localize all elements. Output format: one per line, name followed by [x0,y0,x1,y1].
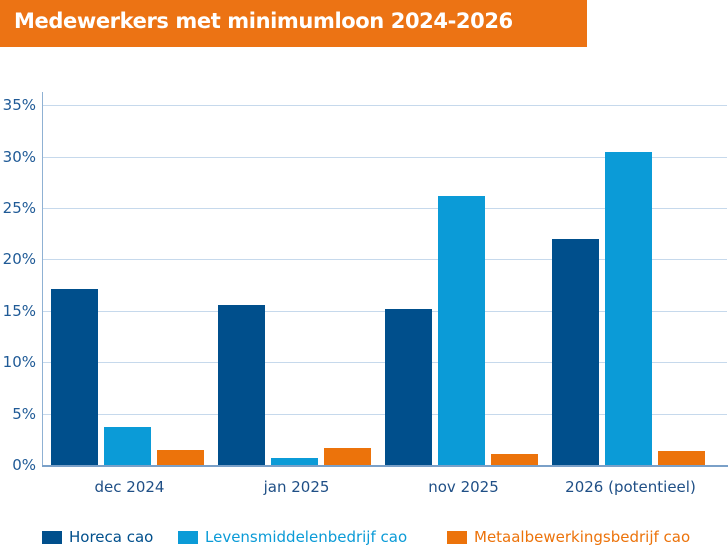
legend-label: Horeca cao [69,528,154,546]
y-tick-label: 20% [2,250,36,268]
x-tick-label: 2026 (potentieel) [565,478,696,496]
y-tick-label: 0% [12,456,36,474]
bar-levensmiddelenbedrijf-cao-2026-potentieel- [605,152,652,465]
bar-levensmiddelenbedrijf-cao-jan-2025 [271,457,318,465]
bar-levensmiddelenbedrijf-cao-nov-2025 [438,195,485,465]
x-axis-baseline [42,465,728,467]
legend-item: Horeca cao [42,528,153,546]
y-tick-label: 10% [2,353,36,371]
bar-metaalbewerkingsbedrijf-cao-jan-2025 [324,447,371,465]
x-tick-label: nov 2025 [428,478,499,496]
y-tick-label: 5% [12,405,36,423]
y-tick-label: 35% [2,96,36,114]
bar-metaalbewerkingsbedrijf-cao-dec-2024 [157,449,204,465]
legend-swatch-icon [42,530,62,544]
x-tick-label: jan 2025 [263,478,330,496]
y-tick-label: 15% [2,302,36,320]
bar-horeca-cao-dec-2024 [51,289,98,465]
legend-label: Levensmiddelenbedrijf cao [205,528,408,546]
bar-metaalbewerkingsbedrijf-cao-nov-2025 [491,453,538,465]
legend-swatch-icon [447,530,467,544]
bar-levensmiddelenbedrijf-cao-dec-2024 [104,426,151,465]
gridline [43,105,727,106]
title-bar: Medewerkers met minimumloon 2024-2026 [0,0,587,47]
legend-item: Levensmiddelenbedrijf cao [178,528,407,546]
gridline [43,157,727,158]
gridline [43,208,727,209]
chart-title: Medewerkers met minimumloon 2024-2026 [14,9,513,33]
legend-item: Metaalbewerkingsbedrijf cao [447,528,690,546]
bar-horeca-cao-nov-2025 [385,308,432,465]
bar-metaalbewerkingsbedrijf-cao-2026-potentieel- [658,450,705,465]
bar-horeca-cao-jan-2025 [218,304,265,465]
x-tick-label: dec 2024 [94,478,165,496]
y-axis-line [42,92,43,466]
legend-swatch-icon [178,530,198,544]
legend: Horeca cao Levensmiddelenbedrijf cao Metaa… [0,528,728,548]
y-tick-label: 30% [2,148,36,166]
gridline [43,259,727,260]
y-tick-label: 25% [2,199,36,217]
bar-horeca-cao-2026-potentieel- [552,238,599,465]
legend-label: Metaalbewerkingsbedrijf cao [474,528,691,546]
